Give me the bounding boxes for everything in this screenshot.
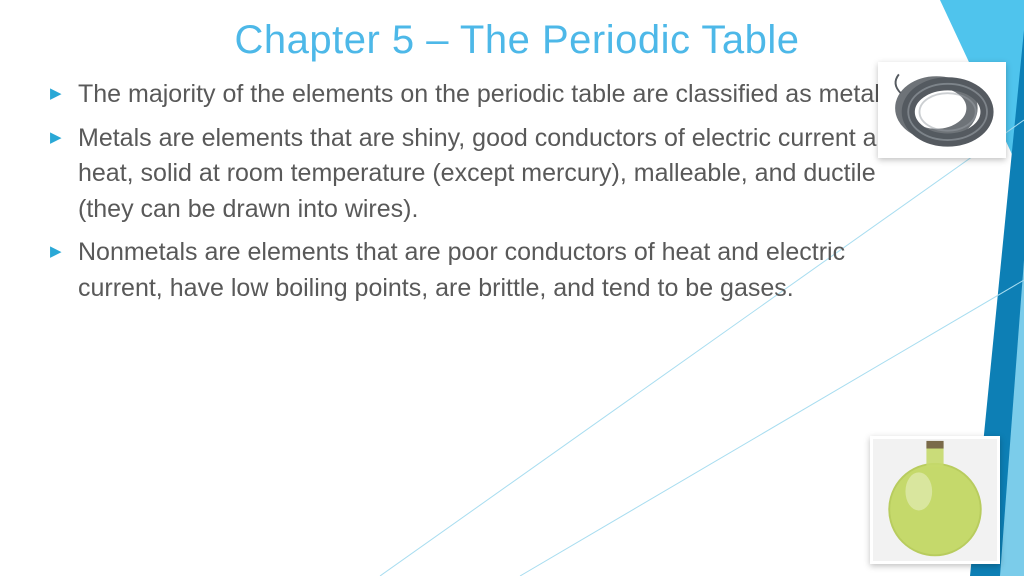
image-gas-flask	[870, 436, 1000, 564]
bullet-item: The majority of the elements on the peri…	[50, 77, 930, 113]
bullet-list: The majority of the elements on the peri…	[50, 77, 930, 306]
image-metal-wire	[878, 62, 1006, 158]
slide-title: Chapter 5 – The Periodic Table	[50, 18, 984, 63]
bullet-text: Metals are elements that are shiny, good…	[78, 124, 904, 223]
bullet-text: Nonmetals are elements that are poor con…	[78, 238, 845, 302]
bullet-item: Nonmetals are elements that are poor con…	[50, 235, 930, 306]
bullet-text: The majority of the elements on the peri…	[78, 80, 899, 108]
bullet-item: Metals are elements that are shiny, good…	[50, 121, 930, 228]
